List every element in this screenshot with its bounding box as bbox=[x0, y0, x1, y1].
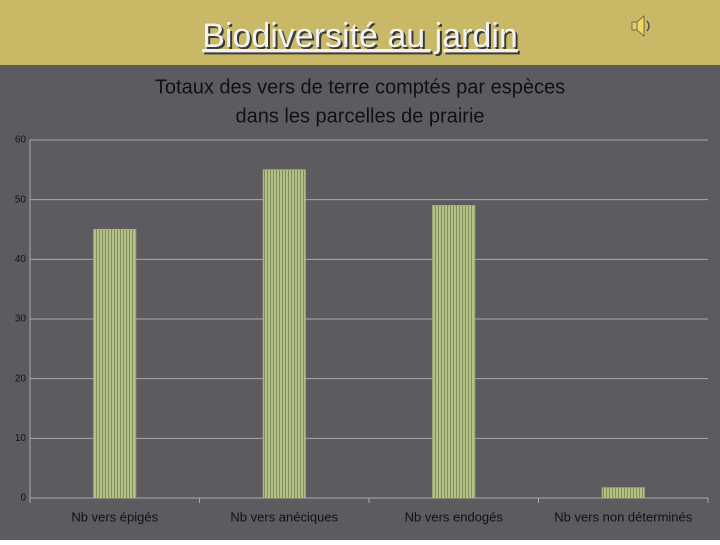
y-tick-label: 0 bbox=[20, 493, 26, 504]
bar bbox=[93, 229, 137, 499]
x-tick-label: Nb vers non déterminés bbox=[554, 509, 693, 524]
plot: 0 10 20 30 40 50 60 Nb vers épigés Nb vers anéci… bbox=[15, 135, 709, 524]
slide-title-shadow: Biodiversité au jardin bbox=[204, 19, 520, 57]
y-tick-label: 60 bbox=[15, 135, 27, 146]
banner bbox=[0, 0, 720, 65]
y-tick-label: 20 bbox=[15, 373, 27, 384]
y-tick-label: 10 bbox=[15, 433, 27, 444]
bar bbox=[262, 169, 306, 499]
speaker-icon[interactable] bbox=[631, 15, 650, 37]
y-tick-label: 50 bbox=[15, 194, 27, 205]
bar bbox=[432, 205, 476, 499]
slide-title: Biodiversité au jardin bbox=[202, 17, 518, 55]
y-tick-label: 30 bbox=[15, 314, 27, 325]
x-tick-label: Nb vers endogés bbox=[405, 509, 504, 524]
bar bbox=[601, 487, 645, 499]
x-tick-label: Nb vers épigés bbox=[71, 509, 158, 524]
chart-subtitle: dans les parcelles de prairie bbox=[235, 105, 484, 127]
x-tick-label: Nb vers anéciques bbox=[230, 509, 338, 524]
chart-title: Totaux des vers de terre comptés par esp… bbox=[155, 76, 565, 98]
y-tick-label: 40 bbox=[15, 254, 27, 265]
